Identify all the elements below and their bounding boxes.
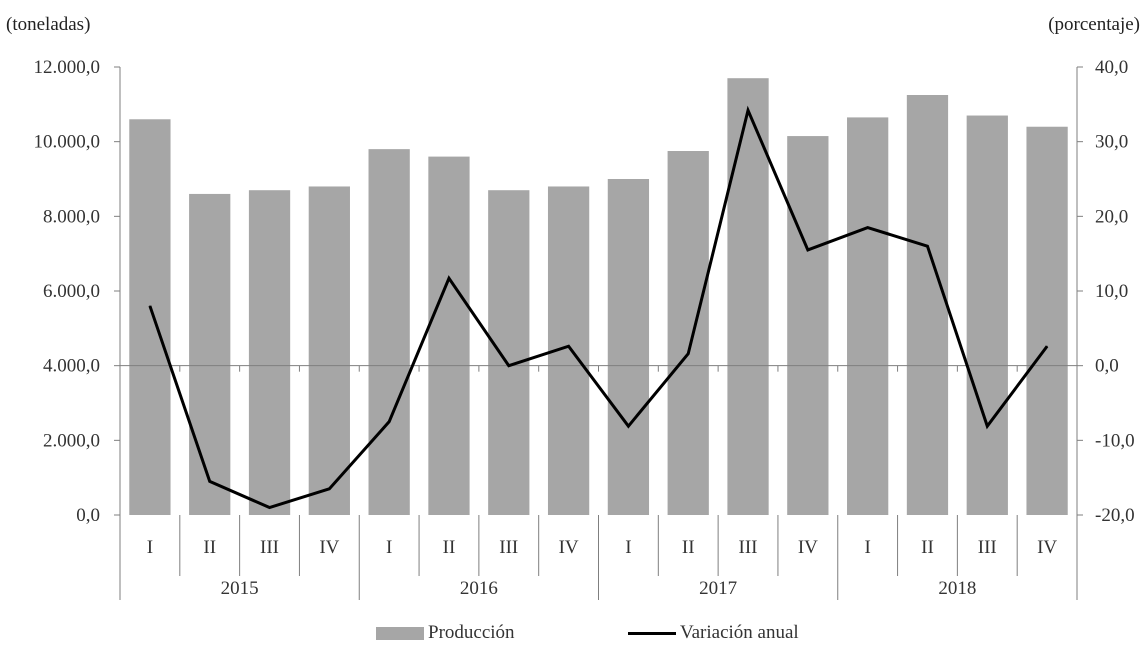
quarter-label: IV [559, 537, 579, 558]
quarter-label: IV [1037, 537, 1057, 558]
quarter-label: II [443, 537, 456, 558]
bar [248, 190, 291, 515]
left-axis-unit-label: (toneladas) [6, 14, 91, 35]
tick-labels: 0,0 2.000,0 4.000,0 6.000,0 8.000,0 10.000,0 1… [34, 57, 1135, 599]
variation-point [149, 305, 151, 307]
variation-point [508, 365, 510, 367]
right-tick-label: -20,0 [1095, 505, 1135, 526]
variation-series-line [148, 105, 1049, 510]
left-tick-label: 6.000,0 [43, 281, 100, 302]
variation-point [687, 353, 689, 355]
right-tick-label: 0,0 [1095, 356, 1119, 377]
bar [847, 117, 889, 516]
variation-point [1046, 345, 1048, 347]
bar [368, 149, 410, 515]
quarter-label: IV [798, 537, 818, 558]
year-label: 2016 [460, 578, 498, 599]
year-label: 2015 [221, 578, 259, 599]
right-tick-label: 10,0 [1095, 281, 1128, 302]
variation-point [926, 245, 928, 247]
variation-point [986, 425, 988, 427]
variation-point [807, 249, 809, 251]
variation-point [627, 425, 629, 427]
right-tick-label: -10,0 [1095, 430, 1135, 451]
right-tick-label: 40,0 [1095, 57, 1128, 78]
combo-chart: 0,0 2.000,0 4.000,0 6.000,0 8.000,0 10.000,0 1… [34, 57, 1135, 600]
variation-point [448, 277, 450, 279]
quarter-label: III [739, 537, 758, 558]
quarter-label: III [260, 537, 279, 558]
variation-point [269, 507, 271, 509]
variation-point [747, 109, 749, 111]
variation-point [388, 421, 390, 423]
bar [667, 151, 709, 515]
variation-point [568, 345, 570, 347]
annual-variation-line [148, 105, 1049, 510]
production-bars [129, 78, 1068, 516]
legend-label-production: Producción [428, 622, 515, 643]
bar [787, 136, 829, 516]
legend-item-production: Producción [376, 622, 515, 644]
quarter-label: I [864, 537, 870, 558]
left-tick-label: 4.000,0 [43, 356, 100, 377]
quarter-label: I [386, 537, 392, 558]
variation-point [209, 480, 211, 482]
legend-bar-swatch [376, 626, 424, 640]
left-tick-label: 8.000,0 [43, 206, 100, 227]
quarter-label: II [682, 537, 695, 558]
bar [488, 190, 530, 515]
right-tick-label: 30,0 [1095, 132, 1128, 153]
bar [129, 119, 171, 516]
variation-point [328, 488, 330, 490]
left-tick-label: 10.000,0 [34, 132, 101, 153]
quarter-label: II [921, 537, 934, 558]
right-axis-unit-label: (porcentaje) [1048, 14, 1140, 35]
bar [906, 95, 949, 515]
quarter-label: III [499, 537, 518, 558]
bar [308, 186, 350, 515]
year-label: 2018 [938, 578, 976, 599]
legend-label-annual-variation: Variación anual [680, 622, 799, 643]
quarter-label: IV [319, 537, 339, 558]
bar [966, 115, 1008, 516]
left-tick-label: 2.000,0 [43, 430, 100, 451]
bar [727, 78, 769, 515]
bar [607, 179, 650, 515]
variation-point [867, 227, 869, 229]
quarter-label: II [203, 537, 216, 558]
bar [189, 193, 231, 515]
quarter-label: I [625, 537, 631, 558]
axes [114, 66, 1083, 600]
left-tick-label: 0,0 [76, 505, 100, 526]
legend-line-swatch [628, 631, 676, 635]
year-label: 2017 [699, 578, 737, 599]
quarter-label: I [147, 537, 153, 558]
left-tick-label: 12.000,0 [34, 57, 101, 78]
bar [428, 156, 470, 515]
bar [1026, 126, 1068, 515]
quarter-label: III [978, 537, 997, 558]
legend-item-annual-variation: Variación anual [628, 622, 799, 644]
legend: Producción Variación anual [0, 622, 1146, 648]
right-tick-label: 20,0 [1095, 206, 1128, 227]
